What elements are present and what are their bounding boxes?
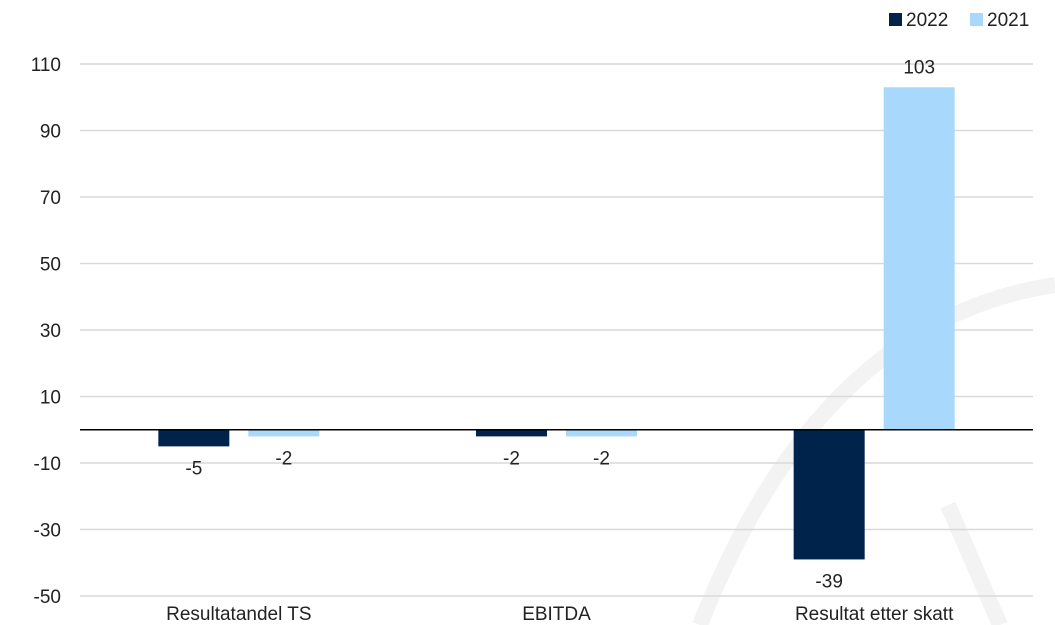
legend: 2022 2021 xyxy=(889,10,1029,31)
bar-2022-2 xyxy=(793,429,865,560)
legend-swatch-2022 xyxy=(889,13,902,26)
x-axis: Resultatandel TS EBITDA Resultat etter ska… xyxy=(166,604,954,625)
legend-swatch-2021 xyxy=(970,13,983,26)
data-labels: -5 -2 -2 -2 -39 103 xyxy=(185,57,935,592)
y-tick-label: -10 xyxy=(34,454,61,475)
data-label: -2 xyxy=(275,448,292,469)
data-label: -2 xyxy=(593,448,610,469)
data-label: -39 xyxy=(815,571,842,592)
legend-label: 2021 xyxy=(987,10,1029,31)
y-tick-label: 70 xyxy=(40,188,61,209)
y-axis: 110 90 70 50 30 10 -10 -30 -50 xyxy=(31,55,61,608)
y-tick-label: 50 xyxy=(40,255,61,276)
gridlines xyxy=(80,63,1033,597)
y-tick-label: 10 xyxy=(40,388,61,409)
bar-2021-0 xyxy=(248,429,320,437)
bar-2022-0 xyxy=(158,429,230,447)
x-category-label: Resultatandel TS xyxy=(166,604,311,625)
bar-2022-1 xyxy=(476,429,547,437)
x-category-label: Resultat etter skatt xyxy=(795,604,954,625)
bars xyxy=(158,87,955,560)
data-label: -2 xyxy=(503,448,520,469)
legend-label: 2022 xyxy=(906,10,948,31)
y-tick-label: -50 xyxy=(34,587,61,608)
bar-2021-2 xyxy=(883,87,955,430)
bar-2021-1 xyxy=(566,429,637,437)
x-category-label: EBITDA xyxy=(522,604,591,625)
y-tick-label: 110 xyxy=(31,55,61,76)
y-tick-label: -30 xyxy=(34,521,61,542)
y-tick-label: 30 xyxy=(40,321,61,342)
watermark-arc xyxy=(692,277,1055,625)
data-label: -5 xyxy=(185,458,202,479)
data-label: 103 xyxy=(903,57,935,78)
y-tick-label: 90 xyxy=(40,122,61,143)
